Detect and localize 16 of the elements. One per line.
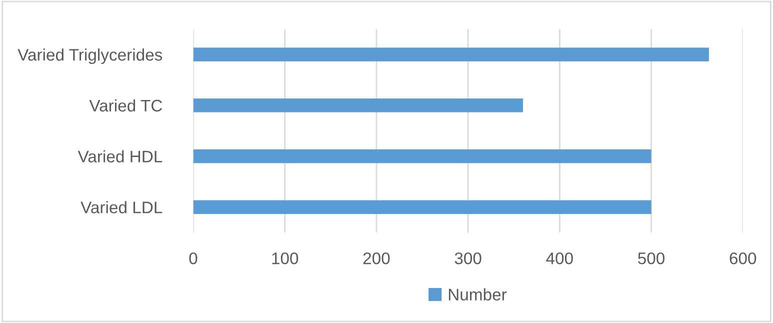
x-tick-label: 600 [730,252,756,264]
y-tick-label: Varied LDL [80,201,162,214]
bar [193,98,524,112]
y-tick-label: Varied TC [89,99,162,112]
x-tick-label: 0 [189,252,198,264]
x-tick-label: 100 [272,252,298,264]
x-tick-label: 500 [638,252,665,264]
legend-label: Number [448,288,507,300]
x-tick-label: 200 [363,252,390,264]
y-tick-label: Varied HDL [78,150,162,162]
bar [193,48,709,62]
x-tick-label: 400 [546,252,573,264]
x-tick-label: 300 [454,252,482,264]
bar [193,200,652,214]
y-tick-label: Varied Triglycerides [18,48,162,64]
bar [193,149,652,164]
